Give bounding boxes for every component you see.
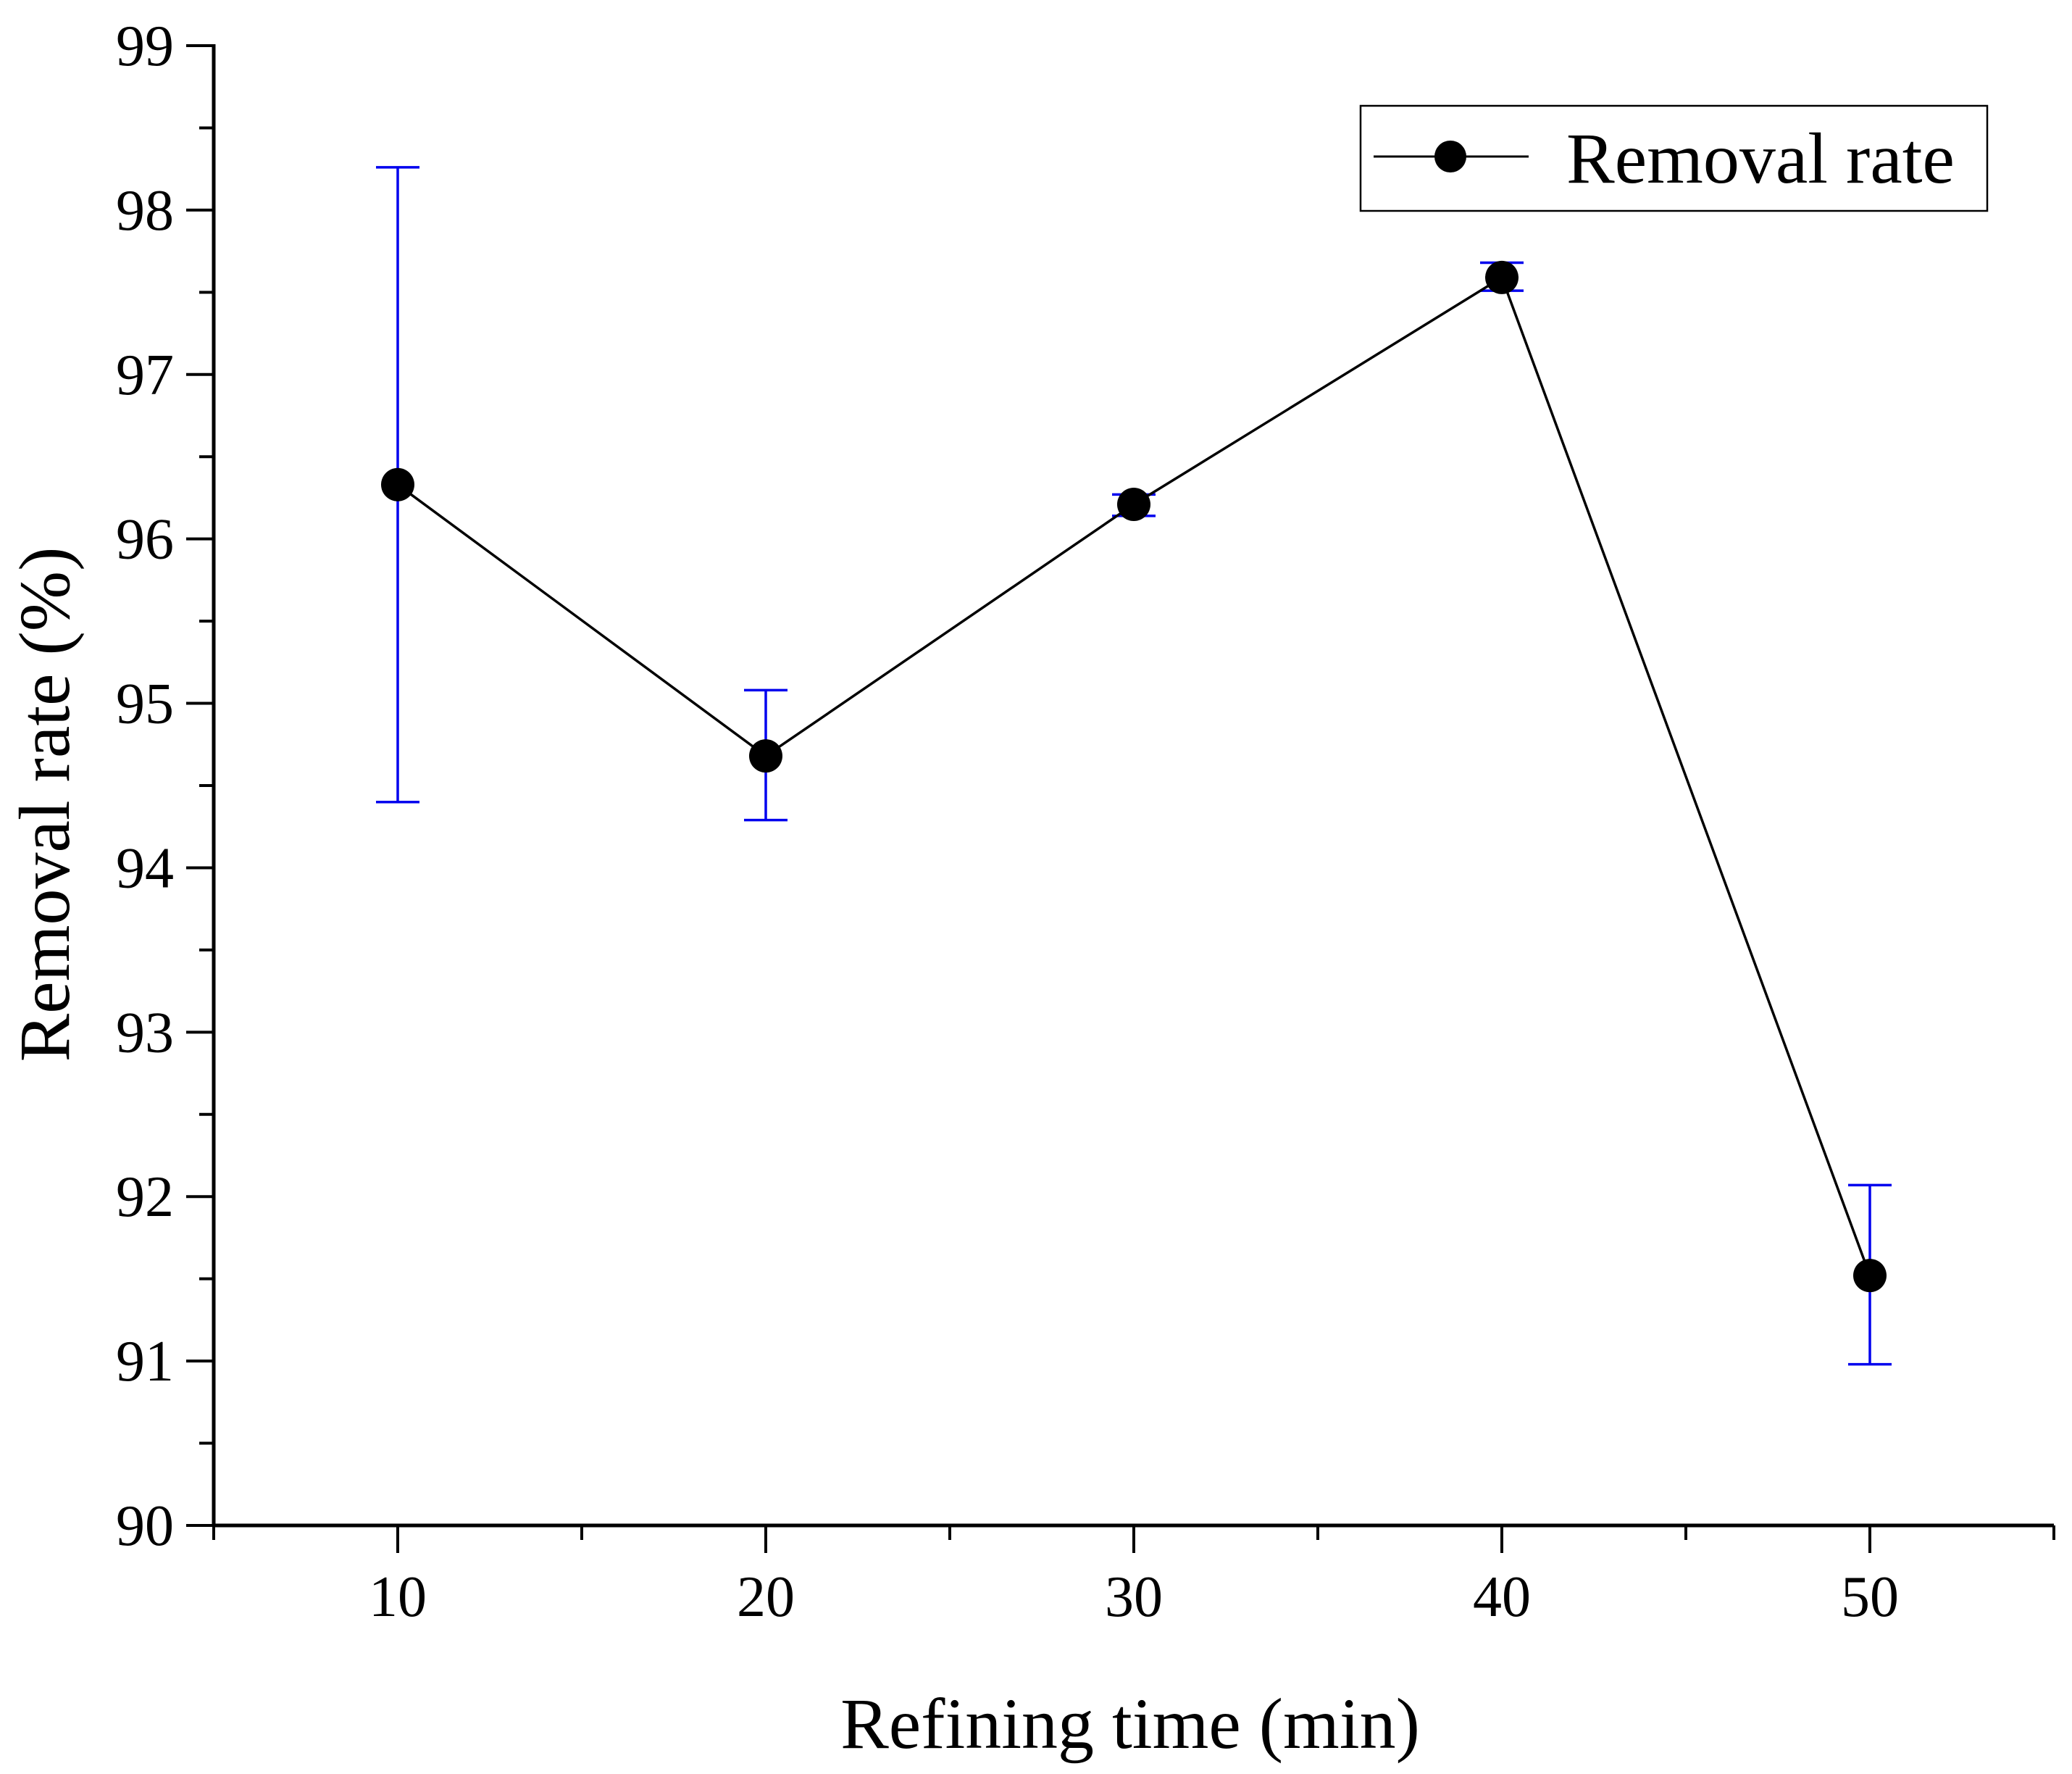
x-tick-label: 40 bbox=[1473, 1565, 1531, 1629]
x-tick-label: 50 bbox=[1841, 1565, 1899, 1629]
y-axis-title: Removal rate (%) bbox=[4, 547, 85, 1062]
data-point bbox=[1853, 1259, 1887, 1293]
legend-label: Removal rate bbox=[1566, 118, 1955, 199]
y-tick-label: 94 bbox=[116, 836, 174, 900]
y-tick-label: 93 bbox=[116, 1001, 174, 1065]
markers bbox=[381, 260, 1887, 1293]
y-tick-label: 97 bbox=[116, 343, 174, 407]
x-axis-title: Refining time (min) bbox=[840, 1683, 1420, 1764]
x-tick-label: 30 bbox=[1105, 1565, 1163, 1629]
data-point bbox=[749, 739, 782, 773]
series-line-group bbox=[396, 275, 1871, 1276]
y-tick-label: 90 bbox=[116, 1494, 174, 1558]
legend-marker-sample bbox=[1434, 141, 1466, 172]
legend: Removal rate bbox=[1359, 104, 1989, 212]
error-bars bbox=[376, 166, 1892, 1366]
x-tick-label: 10 bbox=[369, 1565, 427, 1629]
y-tick-label: 91 bbox=[116, 1330, 174, 1394]
y-tick-label: 96 bbox=[116, 508, 174, 572]
x-tick-label: 20 bbox=[737, 1565, 795, 1629]
data-point bbox=[381, 467, 414, 501]
y-tick-label: 99 bbox=[116, 14, 174, 78]
data-point bbox=[1485, 260, 1519, 294]
data-point bbox=[1117, 488, 1150, 522]
y-tick-label: 98 bbox=[116, 179, 174, 243]
y-tick-label: 92 bbox=[116, 1165, 174, 1229]
y-tick-label: 95 bbox=[116, 672, 174, 736]
axes: 90 91 92 93 94 95 96 97 98 99 10 20 30 40 50 bbox=[116, 14, 2055, 1629]
series-line bbox=[396, 275, 1871, 1276]
